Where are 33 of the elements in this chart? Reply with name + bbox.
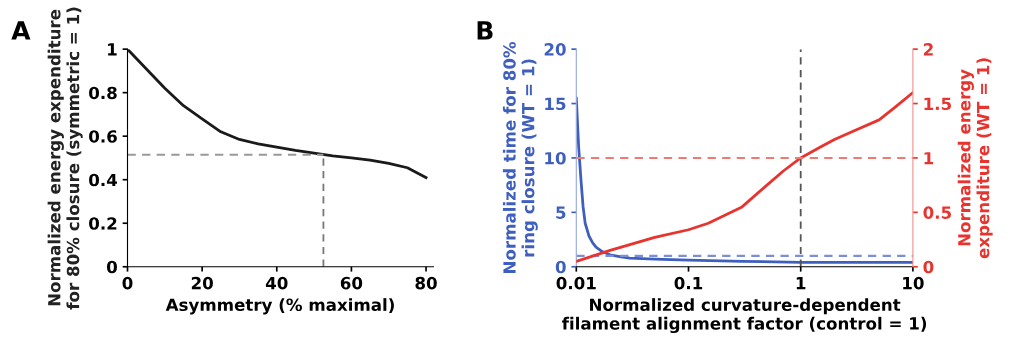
x-tick-label: 0 (122, 276, 133, 290)
x-axis-title: Normalized curvature-dependent filament alignment factor (control = 1) (562, 298, 927, 334)
y-axis-title: Normalized energy expenditure for 80% closure (symmetric = 1) (47, 7, 83, 310)
x-tick-label: 10 (903, 276, 924, 290)
x-tick-label: 1 (796, 277, 806, 290)
y-tick-label: 1 (108, 43, 117, 56)
y2-tick-label: 1 (924, 152, 934, 165)
line-series (127, 49, 428, 179)
chart-title: B (477, 21, 493, 40)
y2-axis-title: Normalized energy expenditure (WT = 1) (957, 58, 993, 259)
y2-tick-label: 0.5 (923, 206, 951, 219)
x-tick-label: 0.1 (674, 276, 703, 290)
y-tick-label: 0.4 (89, 173, 118, 187)
chart-title: A (11, 21, 31, 40)
y-tick-label: 5 (556, 206, 566, 219)
y-tick-label: 10 (545, 151, 566, 165)
y2-tick-label: 0 (923, 260, 934, 274)
y-tick-label: 0.6 (89, 130, 117, 143)
y-tick-label: 0 (106, 260, 117, 274)
y2-tick-label: 1.5 (924, 97, 951, 111)
y-tick-label: 0 (555, 260, 566, 274)
y2-tick-label: 2 (923, 43, 933, 56)
x-tick-label: 80 (415, 276, 437, 290)
x-tick-label: 20 (191, 276, 213, 290)
y-tick-label: 0.2 (89, 217, 117, 230)
y-axis-title: Normalized time for 80% ring closure (WT = 1) (502, 41, 538, 273)
x-axis-title: Asymmetry (% maximal) (165, 298, 394, 315)
y-tick-label: 0.8 (89, 86, 117, 100)
x-tick-label: 60 (340, 276, 363, 290)
x-tick-label: 0.01 (556, 276, 596, 290)
x-tick-label: 40 (265, 276, 288, 290)
y-tick-label: 15 (545, 97, 566, 111)
y-tick-label: 20 (544, 43, 566, 56)
